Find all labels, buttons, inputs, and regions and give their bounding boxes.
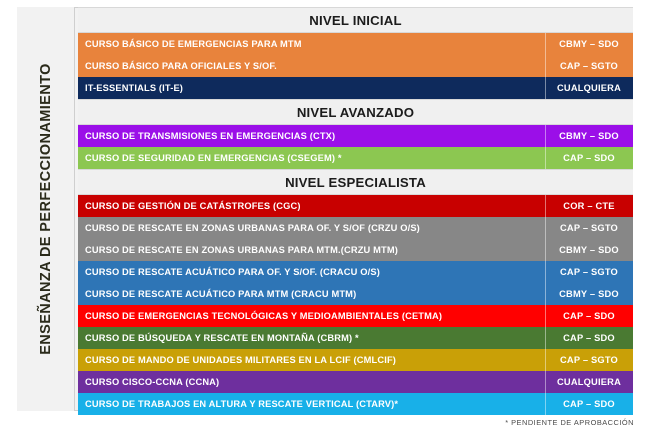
course-name-cell: CURSO DE GESTIÓN DE CATÁSTROFES (CGC)	[85, 201, 301, 211]
course-row[interactable]: CURSO DE RESCATE ACUÁTICO PARA MTM (CRAC…	[78, 283, 633, 305]
course-name-cell: CURSO DE MANDO DE UNIDADES MILITARES EN …	[85, 355, 397, 365]
course-row[interactable]: CURSO DE SEGURIDAD EN EMERGENCIAS (CSEGE…	[78, 147, 633, 169]
level-header-label: NIVEL AVANZADO	[296, 104, 415, 120]
rank-code-cell: CAP – SDO	[563, 333, 615, 343]
course-name-cell: CURSO BÁSICO PARA OFICIALES Y S/OF.	[85, 61, 277, 71]
column-divider	[545, 125, 546, 147]
column-divider	[545, 261, 546, 283]
rank-code-cell: CUALQUIERA	[557, 377, 621, 387]
course-name-cell: CURSO BÁSICO DE EMERGENCIAS PARA MTM	[85, 39, 302, 49]
course-row[interactable]: CURSO DE GESTIÓN DE CATÁSTROFES (CGC) COR…	[78, 195, 633, 217]
course-row[interactable]: CURSO DE BÚSQUEDA Y RESCATE EN MONTAÑA (…	[78, 327, 633, 349]
course-name-cell: CURSO DE RESCATE EN ZONAS URBANAS PARA M…	[85, 245, 399, 255]
rank-code-cell: CUALQUIERA	[557, 83, 621, 93]
column-divider	[545, 239, 546, 261]
course-row[interactable]: CURSO DE MANDO DE UNIDADES MILITARES EN …	[78, 349, 633, 371]
course-name-cell: CURSO CISCO-CCNA (CCNA)	[85, 377, 220, 387]
course-name-cell: CURSO DE TRANSMISIONES EN EMERGENCIAS (C…	[85, 131, 336, 141]
rank-code-cell: CBMY – SDO	[559, 131, 619, 141]
course-name-cell: CURSO DE SEGURIDAD EN EMERGENCIAS (CSEGE…	[85, 153, 342, 163]
course-row[interactable]: CURSO BÁSICO PARA OFICIALES Y S/OF. CAP –…	[78, 55, 633, 77]
course-row[interactable]: CURSO DE RESCATE EN ZONAS URBANAS PARA M…	[78, 239, 633, 261]
level-header-row: NIVEL AVANZADO	[78, 99, 633, 125]
level-header-label: NIVEL ESPECIALISTA	[285, 174, 426, 190]
level-header-row: NIVEL INICIAL	[78, 7, 633, 33]
levels-table: NIVEL INICIAL CURSO BÁSICO DE EMERGENCIAS…	[78, 7, 633, 415]
course-row[interactable]: CURSO DE RESCATE ACUÁTICO PARA OF. Y S/O…	[78, 261, 633, 283]
column-divider	[545, 55, 546, 77]
rank-code-cell: CAP – SGTO	[560, 355, 618, 365]
course-name-cell: IT-ESSENTIALS (IT-E)	[85, 83, 184, 93]
rank-code-cell: CBMY – SDO	[559, 245, 619, 255]
course-row[interactable]: IT-ESSENTIALS (IT-E) CUALQUIERA	[78, 77, 633, 99]
column-divider	[545, 349, 546, 371]
rank-code-cell: CBMY – SDO	[559, 39, 619, 49]
course-name-cell: CURSO DE RESCATE EN ZONAS URBANAS PARA O…	[85, 223, 420, 233]
rank-code-cell: COR – CTE	[563, 201, 615, 211]
rank-code-cell: CBMY – SDO	[559, 289, 619, 299]
column-divider	[545, 33, 546, 55]
column-divider	[545, 77, 546, 99]
course-row[interactable]: CURSO DE TRABAJOS EN ALTURA Y RESCATE VE…	[78, 393, 633, 415]
rank-code-cell: CAP – SGTO	[560, 61, 618, 71]
course-row[interactable]: CURSO DE TRANSMISIONES EN EMERGENCIAS (C…	[78, 125, 633, 147]
level-header-label: NIVEL INICIAL	[309, 12, 402, 28]
course-row[interactable]: CURSO BÁSICO DE EMERGENCIAS PARA MTM CBMY…	[78, 33, 633, 55]
rank-code-cell: CAP – SDO	[563, 311, 615, 321]
rank-code-cell: CAP – SGTO	[560, 223, 618, 233]
column-divider	[545, 393, 546, 415]
vertical-title-label: ENSEÑANZA DE PERFECCIONAMIENTO	[37, 63, 54, 355]
rank-code-cell: CAP – SDO	[563, 399, 615, 409]
rank-code-cell: CAP – SDO	[563, 153, 615, 163]
vertical-title-band: ENSEÑANZA DE PERFECCIONAMIENTO	[17, 7, 75, 411]
course-name-cell: CURSO DE TRABAJOS EN ALTURA Y RESCATE VE…	[85, 399, 399, 409]
column-divider	[545, 327, 546, 349]
column-divider	[545, 283, 546, 305]
course-name-cell: CURSO DE RESCATE ACUÁTICO PARA OF. Y S/O…	[85, 267, 380, 277]
rank-code-cell: CAP – SGTO	[560, 267, 618, 277]
course-name-cell: CURSO DE BÚSQUEDA Y RESCATE EN MONTAÑA (…	[85, 333, 359, 343]
column-divider	[545, 195, 546, 217]
course-row[interactable]: CURSO DE EMERGENCIAS TECNOLÓGICAS Y MEDI…	[78, 305, 633, 327]
level-header-row: NIVEL ESPECIALISTA	[78, 169, 633, 195]
column-divider	[545, 371, 546, 393]
column-divider	[545, 147, 546, 169]
course-row[interactable]: CURSO CISCO-CCNA (CCNA) CUALQUIERA	[78, 371, 633, 393]
course-name-cell: CURSO DE EMERGENCIAS TECNOLÓGICAS Y MEDI…	[85, 311, 443, 321]
column-divider	[545, 305, 546, 327]
course-row[interactable]: CURSO DE RESCATE EN ZONAS URBANAS PARA O…	[78, 217, 633, 239]
column-divider	[545, 217, 546, 239]
footnote-label: * PENDIENTE DE APROBACCIÓN	[505, 418, 634, 427]
course-name-cell: CURSO DE RESCATE ACUÁTICO PARA MTM (CRAC…	[85, 289, 357, 299]
